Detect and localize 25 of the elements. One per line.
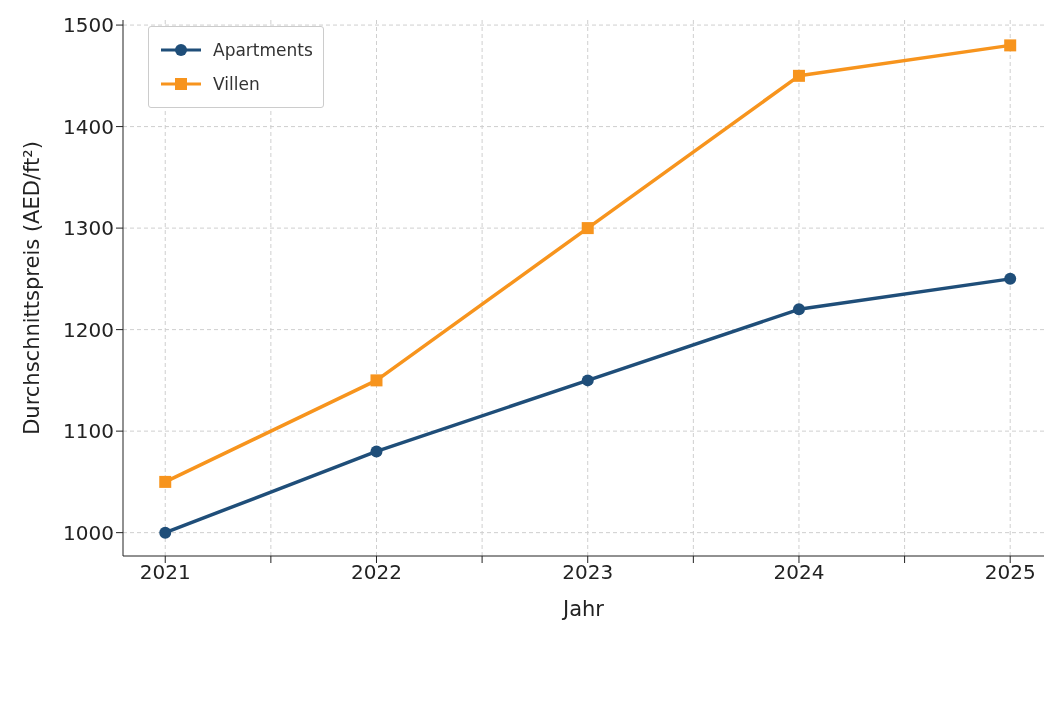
legend-label: Apartments bbox=[213, 39, 313, 62]
x-tick-label: 2021 bbox=[139, 560, 191, 585]
x-tick-label: 2022 bbox=[351, 560, 402, 585]
x-axis-title: Jahr bbox=[560, 597, 605, 621]
y-tick-label: 1400 bbox=[63, 114, 114, 139]
point bbox=[159, 526, 172, 539]
point bbox=[792, 69, 805, 82]
point bbox=[581, 374, 594, 387]
point bbox=[581, 222, 594, 235]
legend-label: Villen bbox=[213, 73, 260, 96]
y-tick-label: 1000 bbox=[63, 520, 114, 545]
point bbox=[792, 303, 805, 316]
y-tick-label: 1300 bbox=[63, 216, 114, 241]
point bbox=[1004, 39, 1017, 52]
x-tick-label: 2023 bbox=[562, 560, 614, 585]
x-tick-label: 2024 bbox=[773, 560, 825, 585]
point bbox=[370, 374, 383, 387]
point bbox=[1004, 272, 1017, 285]
y-tick-label: 1500 bbox=[63, 13, 114, 38]
x-tick-label: 2025 bbox=[984, 560, 1036, 585]
point bbox=[159, 475, 172, 488]
point bbox=[370, 445, 383, 458]
y-tick-label: 1200 bbox=[63, 317, 114, 342]
y-tick-label: 1100 bbox=[63, 419, 114, 444]
y-axis-title: Durchschnittspreis (AED/ft²) bbox=[20, 141, 45, 435]
